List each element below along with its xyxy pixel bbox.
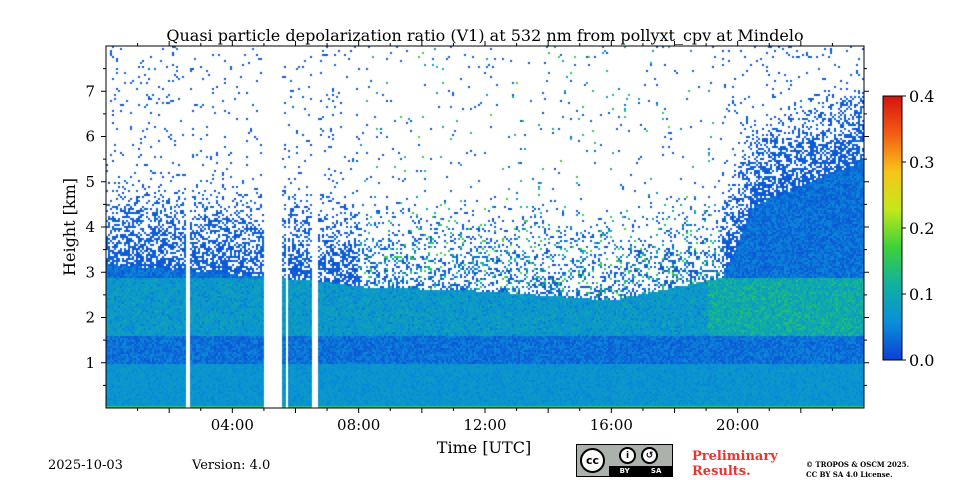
preliminary-line-2: Results. bbox=[692, 464, 751, 479]
cc-license-badge[interactable]: cc i ↺ BY SA bbox=[576, 444, 673, 477]
by-label: BY bbox=[619, 467, 630, 475]
y-tick-label: 7 bbox=[85, 82, 95, 100]
cc-license-bar: BY SA bbox=[609, 466, 672, 476]
x-tick-label: 12:00 bbox=[463, 416, 506, 434]
colorbar-tick-label: 0.4 bbox=[909, 87, 934, 106]
y-tick-label: 2 bbox=[85, 309, 95, 327]
sa-label: SA bbox=[650, 467, 662, 475]
copyright-line-2: CC BY SA 4.0 License. bbox=[806, 470, 893, 479]
x-tick-label: 20:00 bbox=[716, 416, 759, 434]
y-tick-label: 3 bbox=[85, 263, 95, 281]
attribution-icon: i bbox=[619, 447, 636, 464]
colorbar-tick-label: 0.0 bbox=[909, 351, 934, 370]
share-alike-icon: ↺ bbox=[641, 447, 658, 464]
colorbar-tick-label: 0.1 bbox=[909, 285, 934, 304]
heatmap-image bbox=[106, 46, 864, 408]
colorbar-tick-label: 0.2 bbox=[909, 219, 934, 238]
preliminary-line-1: Preliminary bbox=[692, 449, 778, 464]
x-tick-label: 08:00 bbox=[337, 416, 380, 434]
x-tick-label: 04:00 bbox=[211, 416, 254, 434]
colorbar-bar bbox=[882, 95, 903, 361]
date-label: 2025-10-03 bbox=[48, 458, 123, 473]
y-tick-label: 5 bbox=[85, 173, 95, 191]
y-tick-label: 4 bbox=[85, 218, 95, 236]
colorbar-tick-label: 0.3 bbox=[909, 153, 934, 172]
axes: 04:00 08:00 12:00 16:00 20:00 1 2 3 4 5 6 7 bbox=[85, 41, 869, 434]
heatmap-area bbox=[106, 46, 864, 408]
cc-icon: cc bbox=[580, 448, 605, 473]
x-axis-label: Time [UTC] bbox=[437, 438, 531, 457]
y-tick-label: 6 bbox=[85, 128, 95, 146]
x-tick-label: 16:00 bbox=[590, 416, 633, 434]
version-label: Version: 4.0 bbox=[192, 458, 271, 473]
colorbar: 0.0 0.1 0.2 0.3 0.4 bbox=[882, 87, 934, 370]
preliminary-notice: Preliminary Results. bbox=[692, 449, 778, 479]
copyright-notice: © TROPOS & OSCM 2025. CC BY SA 4.0 Licen… bbox=[806, 460, 909, 480]
copyright-line-1: © TROPOS & OSCM 2025. bbox=[806, 460, 910, 469]
y-axis-label: Height [km] bbox=[60, 178, 79, 276]
y-tick-label: 1 bbox=[85, 354, 95, 372]
chart-title: Quasi particle depolarization ratio (V1)… bbox=[166, 26, 803, 45]
